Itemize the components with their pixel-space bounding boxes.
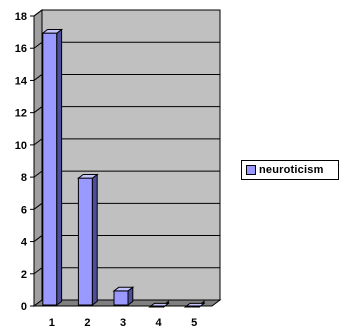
y-tick-label: 2 — [21, 269, 27, 281]
gridline-side — [33, 170, 43, 178]
y-tick-label: 14 — [15, 75, 28, 87]
gridline-side — [33, 41, 43, 49]
gridline-side — [33, 202, 43, 210]
bar-side — [56, 28, 63, 307]
x-tick-label: 2 — [84, 317, 90, 329]
legend: neuroticism — [241, 160, 339, 180]
x-tick-label: 5 — [191, 317, 197, 329]
plot-side-wall — [33, 9, 43, 307]
y-tick-label: 12 — [15, 108, 27, 120]
gridline-side — [33, 106, 43, 114]
bar-side — [91, 173, 98, 307]
bar-top — [112, 286, 135, 292]
bar-top — [76, 174, 99, 179]
y-tick-label: 18 — [15, 11, 27, 23]
y-tick-label: 10 — [15, 140, 27, 152]
y-tick-label: 16 — [15, 43, 27, 55]
gridline-side — [33, 267, 43, 275]
bar-front — [77, 177, 93, 306]
y-tick-label: 6 — [21, 204, 27, 216]
bar-front — [113, 290, 129, 306]
x-tick-label: 3 — [120, 317, 126, 329]
plot-back-wall — [41, 9, 221, 301]
x-tick-label: 1 — [49, 317, 55, 329]
x-tick-label: 4 — [156, 317, 163, 329]
bar — [76, 173, 99, 307]
bars — [41, 28, 206, 309]
y-tick-label: 4 — [21, 237, 28, 249]
plot-area — [32, 9, 222, 307]
gridline-side — [33, 235, 43, 242]
gridline-side — [33, 74, 43, 81]
bar — [41, 28, 64, 307]
legend-swatch — [246, 165, 256, 175]
bar-top — [41, 29, 64, 34]
gridline-side — [33, 138, 43, 146]
gridline-side — [33, 9, 43, 17]
y-tick-label: 0 — [21, 301, 27, 313]
legend-label: neuroticism — [259, 164, 324, 176]
bar — [112, 286, 135, 307]
bar-front — [42, 32, 58, 306]
y-tick-label: 8 — [21, 172, 27, 184]
